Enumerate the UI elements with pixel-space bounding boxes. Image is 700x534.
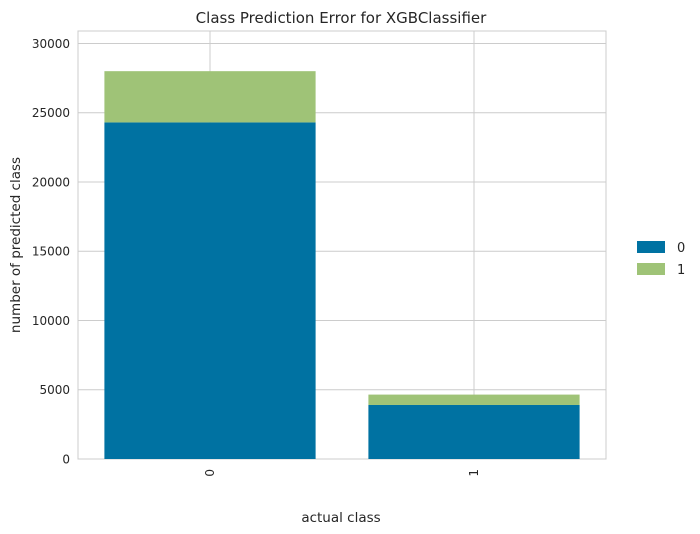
chart-title: Class Prediction Error for XGBClassifier [196, 9, 487, 27]
legend-swatch [637, 263, 665, 275]
bar-actual-1-predicted-1 [368, 394, 580, 405]
y-tick-label: 5000 [39, 383, 70, 397]
x-tick-label: 1 [467, 469, 481, 477]
bar-layer [104, 71, 580, 459]
bar-actual-0-predicted-0 [104, 122, 316, 459]
y-tick-label: 30000 [32, 37, 70, 51]
y-tick-label: 0 [62, 453, 70, 467]
y-tick-labels: 0 5000 10000 15000 20000 25000 30000 [32, 37, 70, 467]
legend-item-1: 1 [637, 263, 685, 278]
legend: 01 [637, 241, 685, 278]
y-axis-label: number of predicted class [8, 157, 24, 333]
y-tick-label: 10000 [32, 314, 70, 328]
legend-swatch [637, 241, 665, 253]
y-tick-label: 25000 [32, 106, 70, 120]
x-tick-label: 0 [203, 469, 217, 477]
x-axis-label: actual class [301, 510, 380, 526]
legend-label: 0 [677, 241, 685, 256]
legend-item-0: 0 [637, 241, 685, 256]
y-tick-label: 20000 [32, 175, 70, 189]
bar-actual-0-predicted-1 [104, 71, 316, 123]
y-tick-label: 15000 [32, 245, 70, 259]
legend-label: 1 [677, 263, 685, 278]
bar-actual-1-predicted-0 [368, 404, 580, 459]
